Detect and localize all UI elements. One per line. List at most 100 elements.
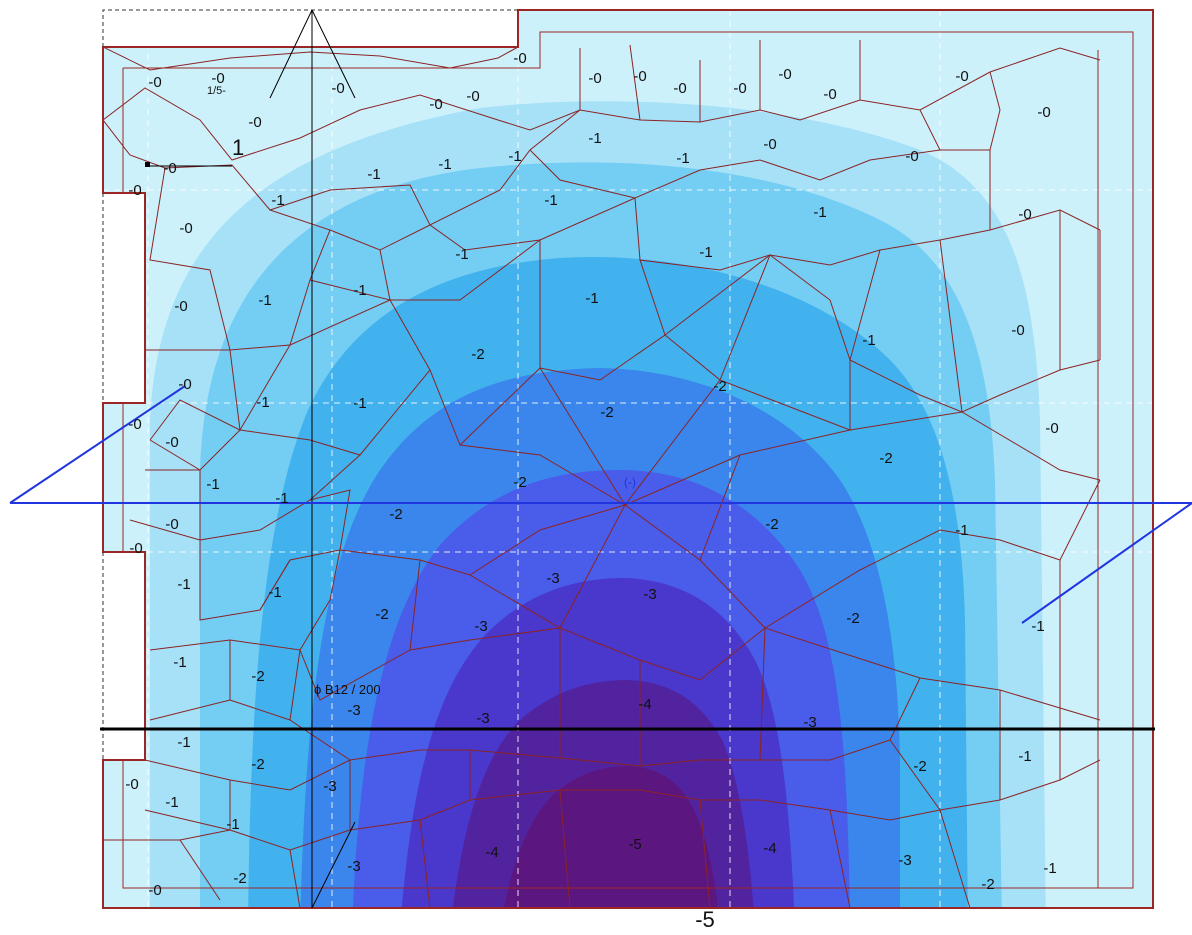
contour-value: -0 [763,136,776,153]
contour-value: -0 [588,70,601,87]
contour-value: -0 [1045,420,1058,437]
contour-value: -2 [765,516,778,533]
contour-value: -0 [905,148,918,165]
contour-value: -0 [179,220,192,237]
contour-value: -0 [733,80,746,97]
contour-value: -1 [1043,860,1056,877]
contour-value: -0 [211,70,224,87]
contour-value: -4 [485,844,498,861]
contour-value: -0 [129,540,142,557]
contour-value: -1 [585,290,598,307]
contour-value: -1 [268,584,281,601]
contour-value: -2 [846,610,859,627]
contour-value: -3 [803,714,816,731]
contour-value: -0 [513,50,526,67]
contour-value: -3 [347,702,360,719]
contour-value: -2 [713,378,726,395]
contour-value: -1 [455,246,468,263]
contour-value: -5 [628,836,641,853]
contour-value: -1 [862,332,875,349]
contour-value: -1 [177,576,190,593]
bottom-value-label: -5 [695,907,715,930]
contour-value: -1 [226,816,239,833]
contour-value: -0 [1018,206,1031,223]
contour-value: -0 [248,114,261,131]
contour-value: -1 [353,395,366,412]
contour-value: -1 [353,282,366,299]
contour-value: -0 [165,516,178,533]
contour-value: -1 [367,166,380,183]
inner-frame [122,31,1134,889]
annotation-one: 1 [232,135,244,160]
contour-value: -1 [165,794,178,811]
contour-value: -1 [1031,618,1044,635]
contour-value: -0 [331,80,344,97]
contour-value: -3 [898,852,911,869]
contour-value: -0 [163,160,176,177]
contour-value: -3 [323,778,336,795]
center-marker-label: (-) [624,475,636,489]
contour-value: -0 [466,88,479,105]
contour-value: -1 [1018,748,1031,765]
contour-value: -0 [148,74,161,91]
contour-value: -2 [913,758,926,775]
contour-value: -4 [638,696,651,713]
contour-value: -3 [546,570,559,587]
contour-value: -0 [128,416,141,433]
contour-value: -0 [633,68,646,85]
contour-value: -1 [813,204,826,221]
contour-value: -3 [643,586,656,603]
contour-value: -1 [508,148,521,165]
contour-value: -3 [476,710,489,727]
contour-bands [103,10,1153,908]
contour-value: -0 [148,882,161,899]
contour-value: -0 [178,376,191,393]
contour-value: -0 [165,434,178,451]
scale-annotation: 1/5- [207,85,226,97]
finite-element-mesh [103,40,1101,908]
contour-value: -2 [471,346,484,363]
contour-value: -3 [474,618,487,635]
contour-value: -2 [879,450,892,467]
contour-value: -0 [778,66,791,83]
band-level-8 [500,766,720,908]
marker-square [145,162,150,167]
contour-value: -1 [955,522,968,539]
dashed-boundary [102,9,518,47]
contour-value: -1 [676,150,689,167]
contour-value: -1 [271,192,284,209]
contour-value: -0 [128,182,141,199]
contour-value: -1 [438,156,451,173]
contour-value: -1 [275,490,288,507]
rebar-annotation: ϕ B12 / 200 [314,682,381,697]
contour-value: -0 [1011,322,1024,339]
contour-value: -2 [513,474,526,491]
reference-lines [150,9,356,909]
contour-value: -0 [1037,104,1050,121]
contour-value: -0 [673,80,686,97]
contour-value: -2 [600,404,613,421]
contour-value: -1 [699,244,712,261]
contour-value: -2 [375,606,388,623]
contour-value: -1 [173,654,186,671]
contour-value: -1 [177,734,190,751]
contour-value-labels: -0 -0 -0 -0 -0 -0 -0 -0 -0 -0 -0 -0 -0 -0 -0 -0 -0 -0 -0 -0… [125,50,1058,899]
contour-value: -1 [258,292,271,309]
contour-value: -1 [544,192,557,209]
contour-value: -1 [206,476,219,493]
contour-value: -3 [347,858,360,875]
contour-value: -1 [588,130,601,147]
contour-value: -2 [389,506,402,523]
plate-outline [102,9,1154,909]
contour-value: -0 [174,298,187,315]
contour-value: -0 [955,68,968,85]
section-line [9,385,1192,624]
contour-value: -2 [981,876,994,893]
contour-value: -0 [429,96,442,113]
contour-value: -0 [823,86,836,103]
contour-value: -4 [763,840,776,857]
contour-value: -2 [251,756,264,773]
contour-value: -2 [233,870,246,887]
